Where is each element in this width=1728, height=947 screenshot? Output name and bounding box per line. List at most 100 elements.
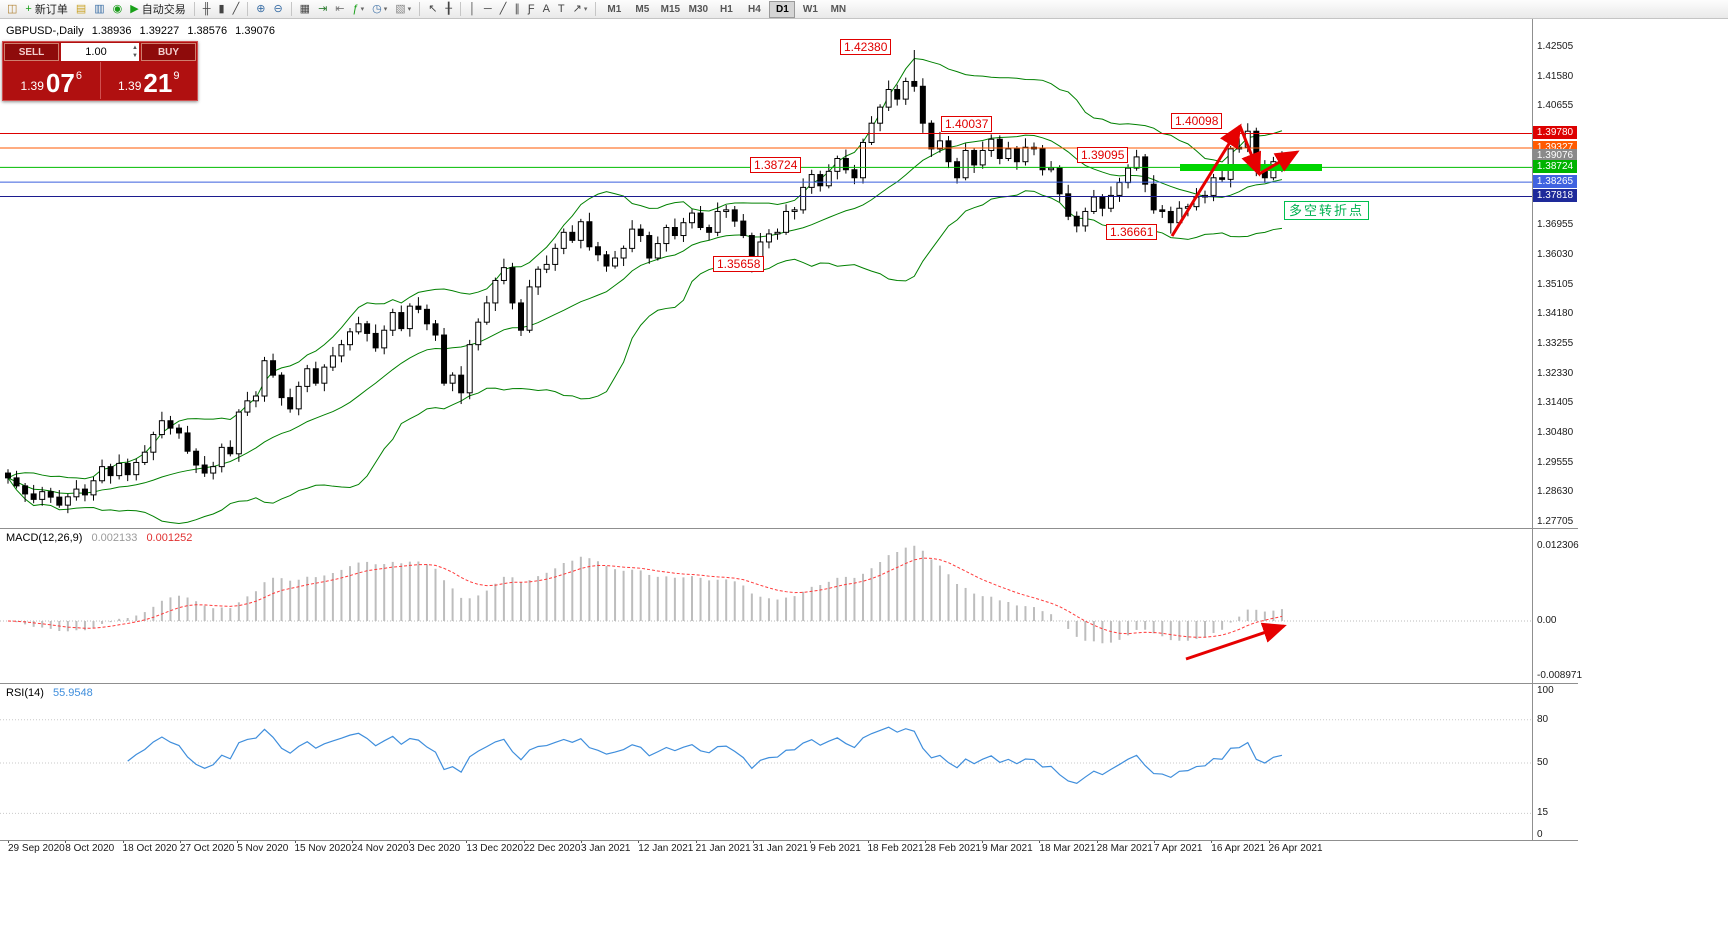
rsi-axis-label: 80 [1537,713,1549,725]
crosshair-button[interactable]: ╂ [442,1,455,18]
periods-button[interactable]: ◷ ▾ [369,1,390,18]
panel-separator[interactable] [0,528,1578,529]
timeframe-m5-button[interactable]: M5 [635,3,650,15]
data-window-icon: ▥ [94,3,105,15]
templates-button[interactable]: ▧ ▾ [392,1,414,18]
trend-arrow[interactable] [1238,125,1262,177]
stepper-up-icon[interactable]: ▲ [132,45,138,51]
auto-trading-label: 自动交易 [141,4,186,16]
new-chart-button[interactable]: ◫ [4,1,20,18]
price-annotation[interactable]: 1.35658 [713,256,765,272]
timeframe-d1-button[interactable]: D1 [769,0,796,18]
vertical-line-button[interactable]: │ [466,1,479,18]
volume-input[interactable] [61,45,139,59]
periods-icon: ◷ [372,3,382,15]
date-axis-tick [179,840,181,843]
buy-button[interactable]: BUY [141,43,196,61]
date-axis-tick [581,840,582,843]
trendline-icon: ╱ [499,3,507,15]
price-axis-tick: 1.28630 [1537,486,1574,498]
strategy-tester-button[interactable]: ◉ [110,1,126,18]
price-annotation[interactable]: 1.39095 [1077,147,1129,163]
toolbar-separator [595,2,597,16]
macd-axis-label: 0.00 [1537,615,1557,626]
date-axis-tick [1268,840,1270,843]
horizontal-line-icon: ─ [483,3,492,15]
data-window-button[interactable]: ▥ [91,1,107,18]
text-button[interactable]: A [540,1,553,18]
price-annotation[interactable]: 1.36661 [1106,224,1158,240]
tile-windows-button[interactable]: ▦ [297,1,313,18]
price-chart-canvas[interactable] [0,19,1532,528]
date-axis-label: 27 Oct 2020 [179,843,235,854]
auto-scroll-button[interactable]: ⇥ [315,1,330,18]
text-label-icon: T [557,3,565,15]
zoom-in-button[interactable]: ⊕ [253,1,268,18]
price-annotation[interactable]: 1.40037 [941,116,993,132]
date-axis-tick [1096,840,1098,843]
cursor-button[interactable]: ↖ [425,1,440,18]
timeframe-m30-button[interactable]: M30 [688,3,709,15]
trend-arrow[interactable] [1258,150,1300,176]
rsi-chart-canvas[interactable] [0,684,1532,840]
stepper-down-icon[interactable]: ▼ [132,53,138,59]
auto-scroll-icon: ⇥ [318,3,328,15]
buy-price[interactable]: 1.39 21 9 [101,62,198,99]
volume-field: ▲ ▼ [61,43,139,61]
date-axis-tick [466,840,468,843]
date-axis-tick [695,840,697,843]
support-zone[interactable] [1180,164,1322,171]
trendline-button[interactable]: ╱ [497,1,510,18]
price-annotation[interactable]: 1.40098 [1171,113,1223,129]
timeframe-h1-button[interactable]: H1 [719,3,733,15]
auto-trading-button[interactable]: ▶ 自动交易 [127,1,188,18]
candlestick-chart-button[interactable]: ▮ [216,1,228,18]
templates-icon: ▧ [395,3,406,15]
volume-stepper[interactable]: ▲ ▼ [132,44,138,60]
close-value: 1.39076 [235,25,275,37]
chart-shift-icon: ⇤ [335,3,345,15]
line-chart-button[interactable]: ╱ [230,1,243,18]
price-axis-tick: 1.35105 [1537,278,1574,290]
turning-point-note[interactable]: 多空转折点 [1284,201,1370,220]
chart-shift-button[interactable]: ⇤ [332,1,347,18]
candles-series [5,50,1285,514]
main-toolbar: ◫ + 新订单 ▤ ▥ ◉ ▶ 自动交易 ╫ ▮ ╱ ⊕ ⊖ ▦ ⇥ ⇤ ƒ ▾ ◷ ▾ ▧ ▾ ↖ ╂ │ ─ ╱ ∥ Ƒ A T ↗ ▾ M1… [0,0,1728,19]
new-order-button[interactable]: + 新订单 [22,1,70,18]
timeframe-mn-button[interactable]: MN [830,3,847,15]
cursor-icon: ↖ [428,3,438,15]
date-axis-label: 22 Dec 2020 [523,843,581,854]
arrows-button[interactable]: ↗ ▾ [570,1,591,18]
sell-button[interactable]: SELL [4,43,59,61]
timeframe-h4-button[interactable]: H4 [747,3,761,15]
price-axis-tick: 1.40655 [1537,100,1574,112]
macd-trend-arrow[interactable] [1185,622,1287,661]
chart-ohlc-line: GBPUSD-,Daily 1.38936 1.39227 1.38576 1.… [6,25,280,37]
horizontal-line-button[interactable]: ─ [481,1,495,18]
date-axis-tick [752,840,754,843]
text-label-button[interactable]: T [555,1,568,18]
zoom-out-button[interactable]: ⊖ [270,1,285,18]
panel-separator[interactable] [0,683,1578,684]
date-axis-tick [122,840,124,843]
chevron-down-icon: ▾ [407,6,412,13]
price-annotation[interactable]: 1.42380 [840,39,892,55]
price-axis-border [1532,19,1533,840]
sell-price[interactable]: 1.39 07 6 [3,62,100,99]
bar-chart-button[interactable]: ╫ [200,1,214,18]
timeframe-m1-button[interactable]: M1 [607,3,622,15]
timeframe-w1-button[interactable]: W1 [802,3,818,15]
fibonacci-button[interactable]: Ƒ [525,1,538,18]
date-axis-tick [1154,840,1155,843]
equidistant-channel-button[interactable]: ∥ [511,1,523,18]
rsi-axis-label: 15 [1537,807,1549,819]
indicators-button[interactable]: ƒ ▾ [350,1,368,18]
price-annotation[interactable]: 1.38724 [750,157,802,173]
macd-chart-canvas[interactable] [0,529,1532,683]
profiles-button[interactable]: ▤ [73,1,89,18]
equidistant-channel-icon: ∥ [514,3,520,15]
timeframe-m15-button[interactable]: M15 [660,3,681,15]
zoom-in-icon: ⊕ [256,3,266,15]
date-axis-tick [523,840,525,843]
trend-arrow[interactable] [1170,123,1242,237]
